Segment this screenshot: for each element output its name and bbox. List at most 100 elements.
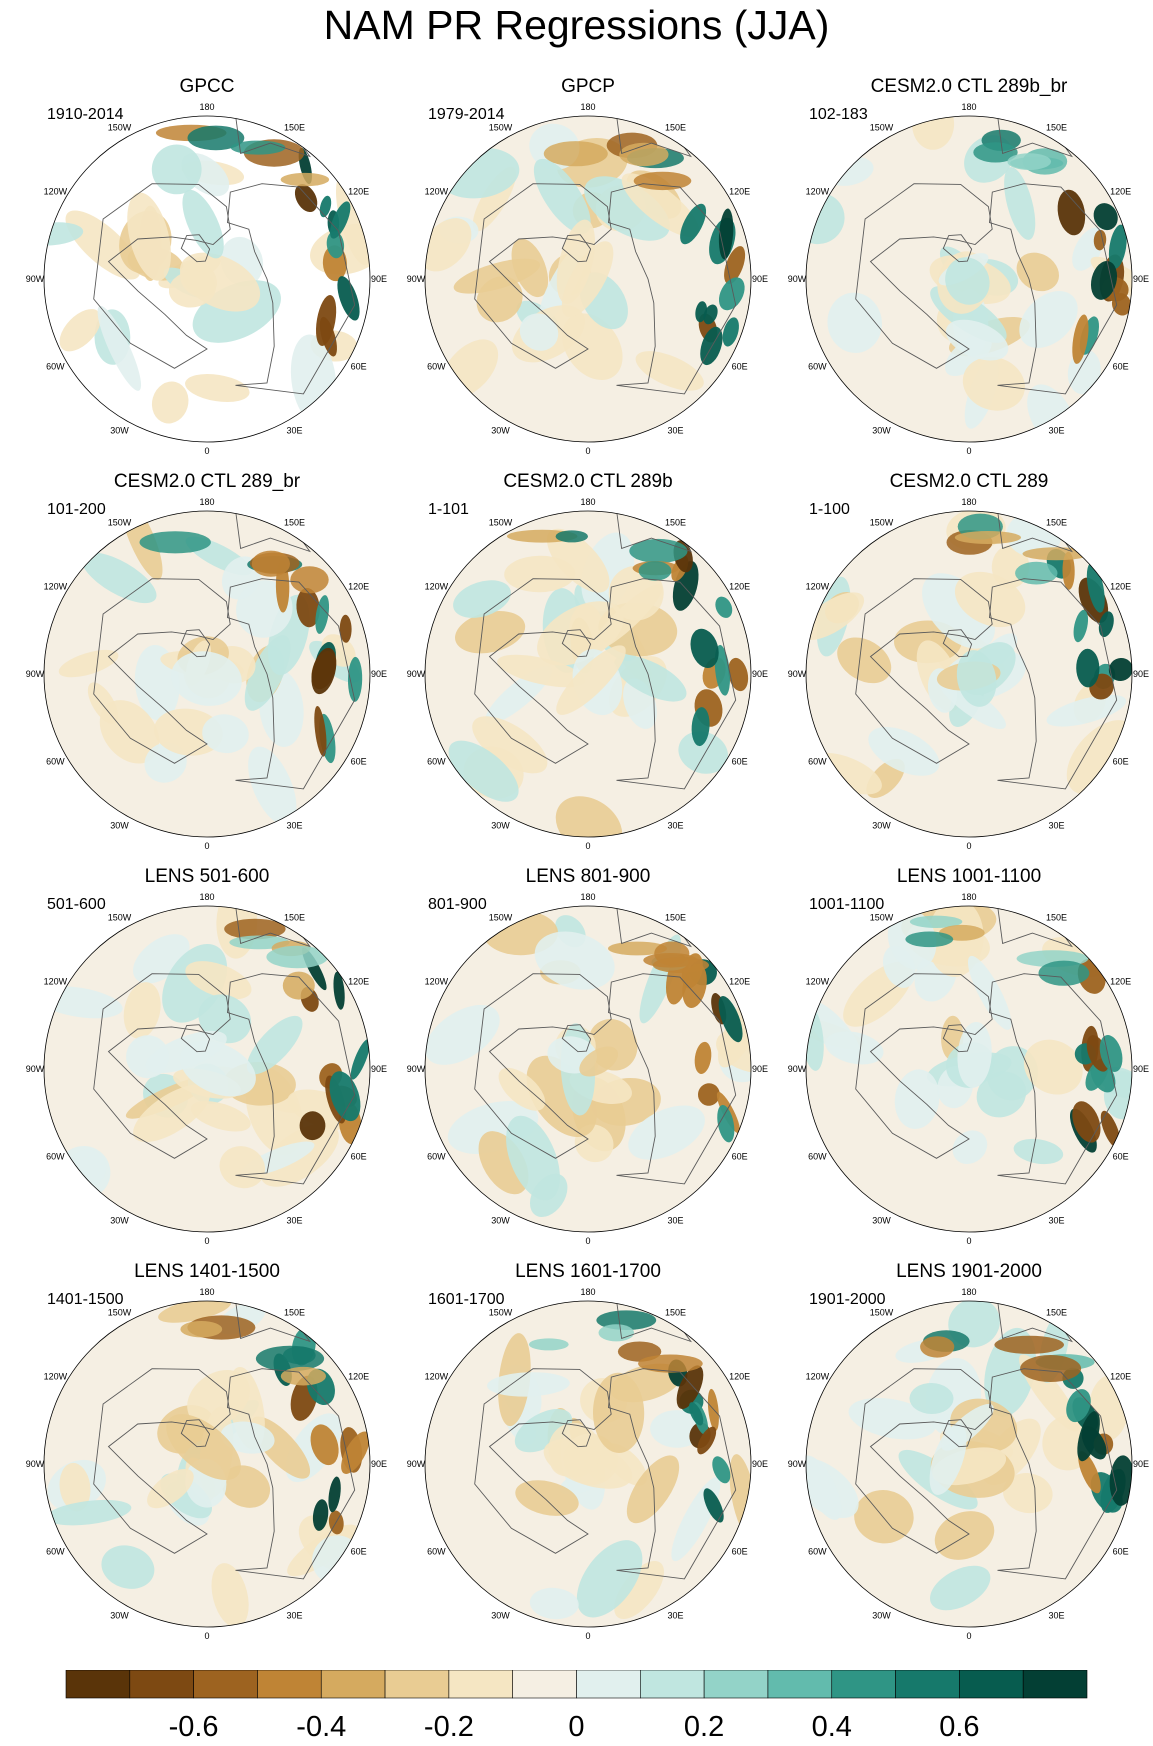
longitude-label: 0 (966, 1236, 971, 1246)
anomaly-core (676, 1365, 704, 1409)
colorbar-swatch (1022, 1669, 1088, 1699)
longitude-label: 30W (491, 426, 510, 436)
anomaly-patch (171, 651, 242, 706)
anomaly-band (187, 125, 245, 151)
anomaly-core (1098, 611, 1114, 638)
colorbar-tick-label: 0.2 (684, 1711, 724, 1741)
anomaly-core (703, 304, 718, 325)
panel-title: LENS 1601-1700 (515, 1261, 661, 1282)
anomaly-core (330, 201, 351, 239)
polar-map: 180 150E 120E 90E 60E 30E 0 30W 60W 90W 120W 150W (26, 892, 387, 1246)
anomaly-patch (515, 1480, 579, 1516)
longitude-label: 180 (961, 497, 976, 507)
longitude-label: 90W (26, 1064, 45, 1074)
longitude-label: 90E (752, 274, 768, 284)
colorbar-swatch (129, 1669, 194, 1699)
anomaly-band (608, 941, 667, 956)
anomaly-core (1109, 1455, 1132, 1506)
longitude-label: 0 (585, 1631, 590, 1641)
map-frame (805, 905, 1133, 1233)
anomaly-patch (614, 1560, 664, 1620)
longitude-label: 180 (961, 102, 976, 112)
anomaly-core (700, 326, 723, 366)
longitude-label: 0 (204, 841, 209, 851)
anomaly-core (310, 1424, 339, 1466)
anomaly-patch (511, 238, 549, 298)
coastline-eurasia (227, 578, 356, 790)
longitude-label: 120W (44, 187, 68, 197)
longitude-label: 60E (1113, 1547, 1129, 1557)
map-frame (805, 510, 1133, 838)
longitude-label: 30E (1048, 821, 1064, 831)
longitude-label: 90W (788, 1459, 807, 1469)
anomaly-patch (561, 241, 614, 317)
anomaly-band (954, 531, 1021, 544)
longitude-label: 180 (199, 497, 214, 507)
anomaly-band (652, 957, 709, 973)
colorbar-swatch (959, 1669, 1024, 1699)
anomaly-core (717, 1104, 735, 1143)
anomaly-patch (59, 1462, 91, 1512)
colorbar-tick-label: -0.2 (424, 1711, 474, 1741)
longitude-label: 60W (427, 1152, 446, 1162)
coastline-greenland (942, 234, 973, 263)
coastline-americas (855, 183, 993, 369)
anomaly-patch (806, 592, 865, 641)
anomaly-patch (81, 552, 157, 604)
anomaly-band (905, 931, 954, 948)
map-frame (424, 510, 752, 838)
longitude-label: 90W (407, 669, 426, 679)
longitude-label: 120E (348, 582, 369, 592)
colorbar-tick-label: -0.4 (296, 1711, 346, 1741)
anomaly-band (280, 1366, 326, 1386)
anomaly-patch (425, 1004, 500, 1065)
panel-title: LENS 501-600 (144, 866, 270, 887)
longitude-label: 150W (870, 1307, 894, 1317)
longitude-label: 150E (1046, 1307, 1067, 1317)
longitude-label: 120W (806, 582, 830, 592)
longitude-label: 30W (110, 426, 129, 436)
longitude-label: 60E (1113, 362, 1129, 372)
anomaly-patch (1004, 167, 1036, 240)
polar-map: 180 150E 120E 90E 60E 30E 0 30W 60W 90W 120W 150W (788, 892, 1149, 1246)
longitude-label: 60W (46, 362, 65, 372)
panel-period: 1601-1700 (428, 1291, 505, 1308)
anomaly-patch (548, 1422, 601, 1478)
map-panel-12: LENS 1901-2000 1901-2000 180 150E 120E 90E 60E… (777, 1261, 1153, 1656)
map-panel-11: LENS 1601-1700 1601-1700 180 150E 120E 90E 60E… (396, 1261, 780, 1656)
polar-map: 180 150E 120E 90E 60E 30E 0 30W 60W 90W 120W 150W (788, 497, 1149, 851)
anomaly-core (341, 1431, 370, 1474)
anomaly-core (337, 276, 360, 321)
anomaly-patch (956, 650, 997, 707)
coastline-americas (93, 183, 231, 369)
longitude-label: 150E (1046, 122, 1067, 132)
anomaly-core (718, 208, 734, 260)
coastline-eurasia (989, 973, 1118, 1185)
panel-period: 1910-2014 (47, 106, 124, 123)
anomaly-patch (185, 961, 252, 1000)
anomaly-patch (837, 637, 892, 684)
longitude-label: 90E (752, 1064, 768, 1074)
coastline-americas (855, 1368, 993, 1554)
coastline-americas (93, 1368, 231, 1554)
longitude-label: 150E (1046, 912, 1067, 922)
anomaly-core (1100, 1110, 1121, 1149)
longitude-label: 30W (491, 1216, 510, 1226)
coastline-eurasia (608, 973, 737, 1185)
longitude-label: 90W (788, 1064, 807, 1074)
longitude-label: 60W (808, 362, 827, 372)
anomaly-core (691, 707, 710, 747)
anomaly-patch (546, 528, 610, 593)
longitude-label: 90E (371, 1459, 387, 1469)
longitude-label: 60E (351, 1152, 367, 1162)
anomaly-core (311, 647, 337, 695)
colorbar-tick-label: 0.6 (939, 1711, 979, 1741)
longitude-label: 180 (580, 497, 595, 507)
anomaly-patch (147, 1468, 194, 1509)
map-panel-6: CESM2.0 CTL 289 1-100 180 150E 120E 90E 60E 30E… (777, 471, 1153, 866)
longitude-label: 30W (110, 1611, 129, 1621)
panel-title: LENS 1901-2000 (896, 1261, 1042, 1282)
anomaly-band (994, 1335, 1064, 1354)
coastline-eurasia (227, 973, 356, 1185)
polar-map: 180 150E 120E 90E 60E 30E 0 30W 60W 90W 120W 150W (26, 497, 387, 851)
